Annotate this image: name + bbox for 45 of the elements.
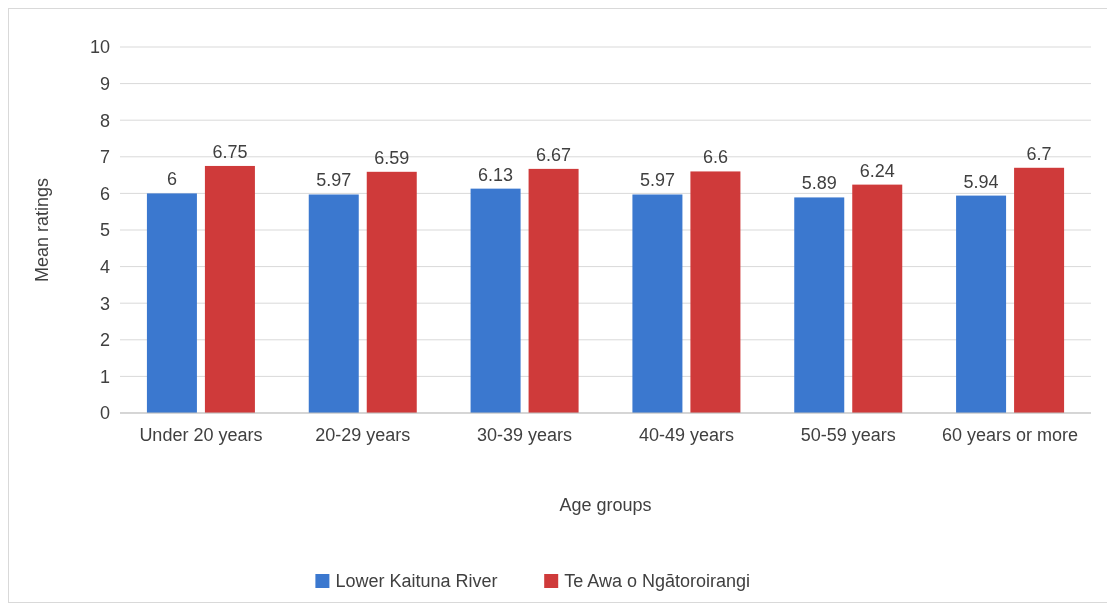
legend-label: Lower Kaituna River xyxy=(335,571,498,592)
x-tick-label: Under 20 years xyxy=(139,425,263,445)
y-tick-label: 5 xyxy=(99,220,110,241)
data-label: 5.89 xyxy=(801,173,837,194)
x-tick-label: 40-49 years xyxy=(638,425,734,445)
bar xyxy=(366,171,417,413)
data-label: 6.75 xyxy=(212,141,248,162)
data-label: 6 xyxy=(166,169,177,190)
data-label: 6.6 xyxy=(702,147,728,168)
bar xyxy=(632,194,683,413)
bar xyxy=(470,188,521,413)
y-axis-title: Mean ratings xyxy=(32,177,52,283)
x-axis-title: Age groups xyxy=(559,495,652,515)
x-tick-label: 50-59 years xyxy=(800,425,896,445)
legend-label: Te Awa o Ngātoroirangi xyxy=(564,571,750,592)
y-tick-label: 4 xyxy=(99,256,110,277)
x-tick-label: 60 years or more xyxy=(942,425,1079,445)
data-label: 5.97 xyxy=(639,170,675,191)
bar xyxy=(308,194,359,413)
bar xyxy=(528,168,579,413)
x-tick-label: 30-39 years xyxy=(477,425,573,445)
y-tick-label: 10 xyxy=(89,37,110,58)
data-label: 6.7 xyxy=(1026,143,1052,164)
y-tick-label: 1 xyxy=(99,366,110,387)
bar xyxy=(852,184,903,413)
data-label: 6.13 xyxy=(478,164,514,185)
y-tick-label: 8 xyxy=(99,110,110,131)
data-label: 6.59 xyxy=(374,147,410,168)
data-label: 6.24 xyxy=(859,160,895,181)
y-tick-label: 3 xyxy=(99,293,110,314)
bar xyxy=(204,165,255,413)
y-tick-label: 0 xyxy=(99,403,110,424)
bar xyxy=(146,193,197,413)
y-tick-label: 2 xyxy=(99,330,110,351)
bar xyxy=(1014,167,1065,413)
bar xyxy=(794,197,845,413)
data-label: 6.67 xyxy=(536,144,572,165)
data-label: 5.97 xyxy=(316,170,352,191)
bar xyxy=(956,195,1007,413)
y-tick-label: 9 xyxy=(99,73,110,94)
bar xyxy=(690,171,741,413)
x-tick-label: 20-29 years xyxy=(315,425,411,445)
y-tick-label: 6 xyxy=(99,183,110,204)
data-label: 5.94 xyxy=(963,171,999,192)
y-tick-label: 7 xyxy=(99,147,110,168)
